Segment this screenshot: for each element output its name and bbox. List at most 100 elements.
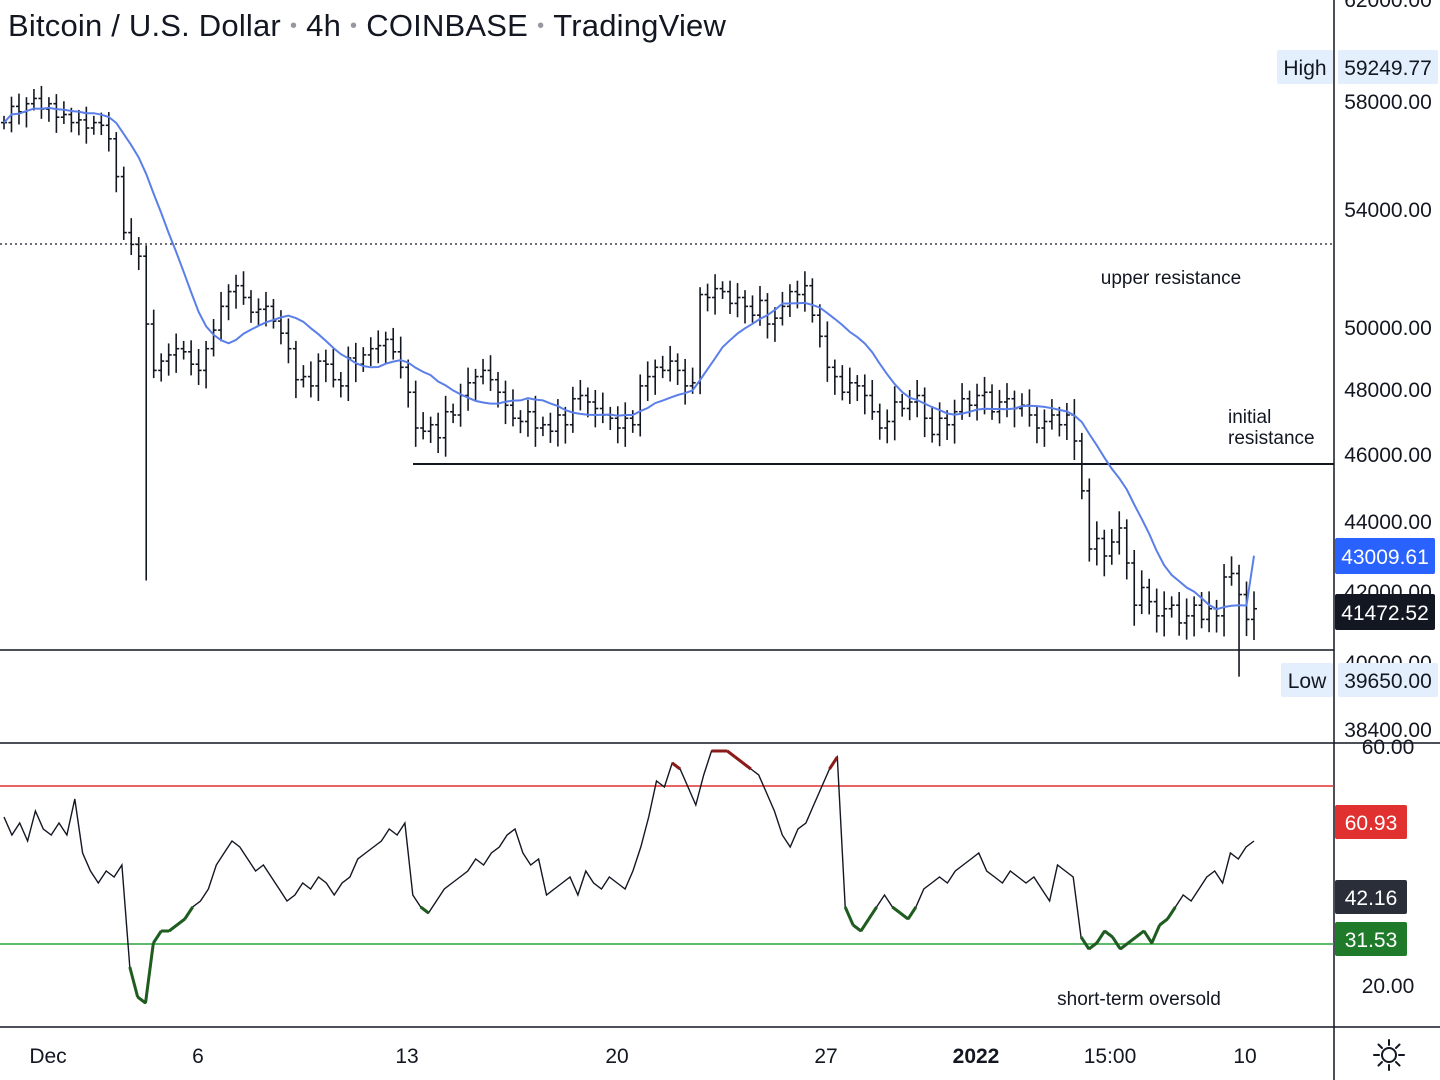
ohlc-bar — [180, 340, 187, 360]
ohlc-bar — [1026, 389, 1033, 427]
low-value-tag: 39650.00 — [1338, 663, 1438, 697]
ohlc-bar — [158, 353, 165, 382]
ohlc-bar — [188, 340, 195, 376]
ohlc-bar — [899, 393, 906, 417]
ohlc-bar — [38, 85, 45, 119]
ohlc-bar — [727, 280, 734, 315]
ohlc-bar — [90, 115, 97, 135]
rsi-current-tag-text: 42.16 — [1345, 887, 1398, 910]
ohlc-bar — [1138, 570, 1145, 615]
ohlc-bar — [480, 358, 487, 385]
ohlc-bar — [337, 371, 344, 398]
price-tick-label: 62000.00 — [1344, 0, 1432, 12]
rsi-oversold-tag: 31.53 — [1335, 922, 1407, 956]
high-label-tag-bg — [1277, 50, 1333, 84]
rsi-zone-segment — [1158, 917, 1169, 927]
ohlc-bar — [240, 271, 247, 305]
last-price-tag-text: 41472.52 — [1341, 602, 1429, 625]
rsi-zone-segment — [1135, 929, 1145, 939]
ohlc-bar — [1228, 556, 1235, 586]
ohlc-bar — [315, 353, 322, 402]
ohlc-bar — [420, 412, 427, 440]
high-value-tag: 59249.77 — [1338, 50, 1438, 84]
ohlc-bar — [622, 402, 629, 447]
ohlc-bar — [1108, 529, 1115, 565]
time-tick-label: 10 — [1233, 1045, 1256, 1068]
rsi-zone-segment — [1142, 930, 1154, 944]
ohlc-bar — [771, 307, 778, 342]
ohlc-bar — [682, 358, 689, 405]
ohlc-bar — [1078, 432, 1085, 500]
ohlc-bar — [75, 109, 82, 136]
ohlc-bar — [884, 409, 891, 444]
ohlc-bar — [569, 386, 576, 433]
ohlc-bar — [742, 290, 749, 324]
ohlc-bar — [1251, 591, 1257, 640]
ohlc-bar — [300, 365, 307, 388]
rsi-tick-label: 60.00 — [1362, 736, 1415, 759]
ohlc-bar — [951, 399, 958, 444]
ohlc-bar — [652, 359, 659, 395]
ohlc-bar — [809, 278, 816, 323]
time-tick-label: 15:00 — [1084, 1045, 1137, 1068]
ohlc-bar — [397, 336, 404, 379]
ohlc-bar — [1033, 406, 1040, 444]
ohlc-bar — [390, 327, 397, 360]
ohlc-bar — [734, 283, 741, 318]
ohlc-bar — [831, 359, 838, 395]
rsi-zone-segment — [152, 930, 163, 944]
ma-value-tag-bg — [1335, 538, 1435, 574]
annotation-upper-resistance: upper resistance — [1101, 268, 1241, 289]
ohlc-bar — [270, 298, 277, 329]
settings-gear-icon[interactable] — [1372, 1038, 1406, 1072]
ohlc-bar — [712, 274, 719, 315]
ohlc-bar — [135, 237, 142, 271]
time-tick-label: 20 — [605, 1045, 628, 1068]
ohlc-bar — [509, 389, 516, 427]
ohlc-bar — [1116, 511, 1123, 555]
interval-label[interactable]: 4h — [306, 8, 342, 43]
ohlc-bar — [914, 380, 921, 418]
ohlc-bar — [105, 112, 112, 152]
ohlc-bar — [1131, 550, 1138, 626]
rsi-zone-segment — [176, 917, 186, 927]
rsi-zone-segment — [128, 966, 140, 998]
rsi-oversold-tag-bg — [1335, 922, 1407, 956]
ohlc-bar — [846, 367, 853, 404]
ohlc-bar — [996, 389, 1003, 424]
rsi-zone-segment — [1127, 935, 1137, 945]
ohlc-bar — [929, 406, 936, 443]
rsi-overbought-tag-bg — [1335, 805, 1407, 839]
rsi-zone-segment — [867, 906, 878, 920]
ohlc-bar — [1041, 409, 1048, 447]
ohlc-bar — [614, 406, 621, 444]
ohlc-bar — [1093, 521, 1100, 566]
ohlc-bar — [285, 318, 292, 364]
high-value-tag-bg — [1338, 50, 1438, 84]
high-label-tag-text: High — [1283, 57, 1326, 80]
ohlc-bar — [322, 349, 329, 383]
low-value-tag-text: 39650.00 — [1344, 670, 1432, 693]
ohlc-bar — [1153, 588, 1160, 633]
high-value-tag-text: 59249.77 — [1344, 57, 1432, 80]
ohlc-bar — [539, 416, 546, 437]
ohlc-bar — [345, 346, 352, 402]
annotation-short-term-oversold: short-term oversold — [1057, 989, 1221, 1010]
low-label-tag-text: Low — [1288, 670, 1327, 693]
ohlc-bar — [749, 295, 756, 323]
ohlc-bar — [1176, 592, 1183, 636]
rsi-current-tag: 42.16 — [1335, 880, 1407, 914]
ohlc-bar — [637, 374, 644, 437]
ohlc-bar — [472, 368, 479, 402]
ohlc-bar — [1123, 519, 1130, 580]
price-tick-label: 44000.00 — [1344, 511, 1432, 534]
time-tick-label: 2022 — [953, 1045, 1000, 1068]
moving-average-line — [3, 106, 1255, 611]
annotation-initial-resistance: resistance — [1228, 428, 1315, 449]
rsi-zone-segment — [1111, 936, 1122, 950]
ohlc-bar — [495, 371, 502, 408]
high-label-tag: High — [1277, 50, 1333, 84]
ohlc-bar — [150, 309, 157, 379]
rsi-zone-segment — [1095, 930, 1106, 944]
